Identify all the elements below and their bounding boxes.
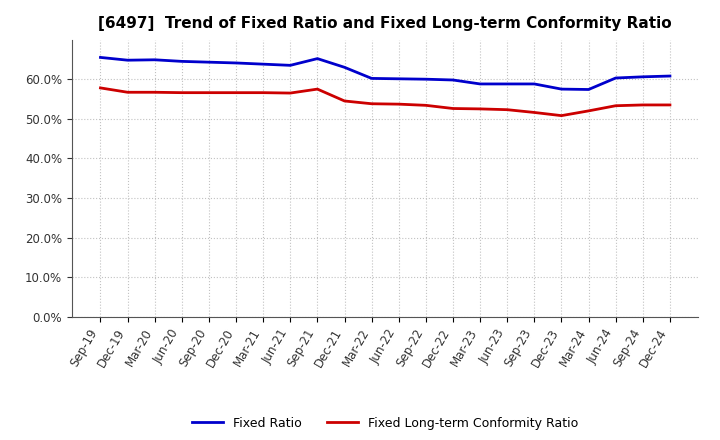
Legend: Fixed Ratio, Fixed Long-term Conformity Ratio: Fixed Ratio, Fixed Long-term Conformity … — [187, 412, 583, 435]
Fixed Long-term Conformity Ratio — [178, 90, 186, 95]
Fixed Ratio — [259, 62, 268, 67]
Fixed Ratio — [395, 76, 403, 81]
Fixed Ratio — [503, 81, 511, 87]
Line: Fixed Ratio: Fixed Ratio — [101, 57, 670, 89]
Fixed Ratio — [367, 76, 376, 81]
Fixed Ratio — [421, 77, 430, 82]
Fixed Ratio — [557, 86, 566, 92]
Fixed Ratio — [476, 81, 485, 87]
Fixed Ratio — [611, 75, 620, 81]
Fixed Ratio — [96, 55, 105, 60]
Fixed Ratio — [584, 87, 593, 92]
Fixed Ratio — [286, 62, 294, 68]
Fixed Long-term Conformity Ratio — [611, 103, 620, 108]
Fixed Long-term Conformity Ratio — [232, 90, 240, 95]
Fixed Long-term Conformity Ratio — [96, 85, 105, 91]
Fixed Ratio — [341, 65, 349, 70]
Fixed Long-term Conformity Ratio — [123, 90, 132, 95]
Fixed Ratio — [665, 73, 674, 79]
Fixed Long-term Conformity Ratio — [150, 90, 159, 95]
Fixed Long-term Conformity Ratio — [639, 102, 647, 107]
Fixed Long-term Conformity Ratio — [476, 106, 485, 111]
Fixed Ratio — [150, 57, 159, 62]
Fixed Long-term Conformity Ratio — [665, 102, 674, 107]
Fixed Long-term Conformity Ratio — [503, 107, 511, 112]
Fixed Long-term Conformity Ratio — [530, 110, 539, 115]
Fixed Long-term Conformity Ratio — [341, 98, 349, 103]
Fixed Ratio — [530, 81, 539, 87]
Fixed Ratio — [178, 59, 186, 64]
Fixed Long-term Conformity Ratio — [557, 113, 566, 118]
Fixed Ratio — [449, 77, 457, 83]
Fixed Ratio — [639, 74, 647, 80]
Fixed Ratio — [313, 56, 322, 61]
Fixed Long-term Conformity Ratio — [421, 103, 430, 108]
Line: Fixed Long-term Conformity Ratio: Fixed Long-term Conformity Ratio — [101, 88, 670, 116]
Fixed Long-term Conformity Ratio — [449, 106, 457, 111]
Fixed Long-term Conformity Ratio — [204, 90, 213, 95]
Title: [6497]  Trend of Fixed Ratio and Fixed Long-term Conformity Ratio: [6497] Trend of Fixed Ratio and Fixed Lo… — [99, 16, 672, 32]
Fixed Ratio — [232, 60, 240, 66]
Fixed Long-term Conformity Ratio — [313, 86, 322, 92]
Fixed Long-term Conformity Ratio — [367, 101, 376, 106]
Fixed Long-term Conformity Ratio — [259, 90, 268, 95]
Fixed Long-term Conformity Ratio — [584, 108, 593, 114]
Fixed Long-term Conformity Ratio — [286, 90, 294, 95]
Fixed Ratio — [204, 59, 213, 65]
Fixed Ratio — [123, 58, 132, 63]
Fixed Long-term Conformity Ratio — [395, 102, 403, 107]
